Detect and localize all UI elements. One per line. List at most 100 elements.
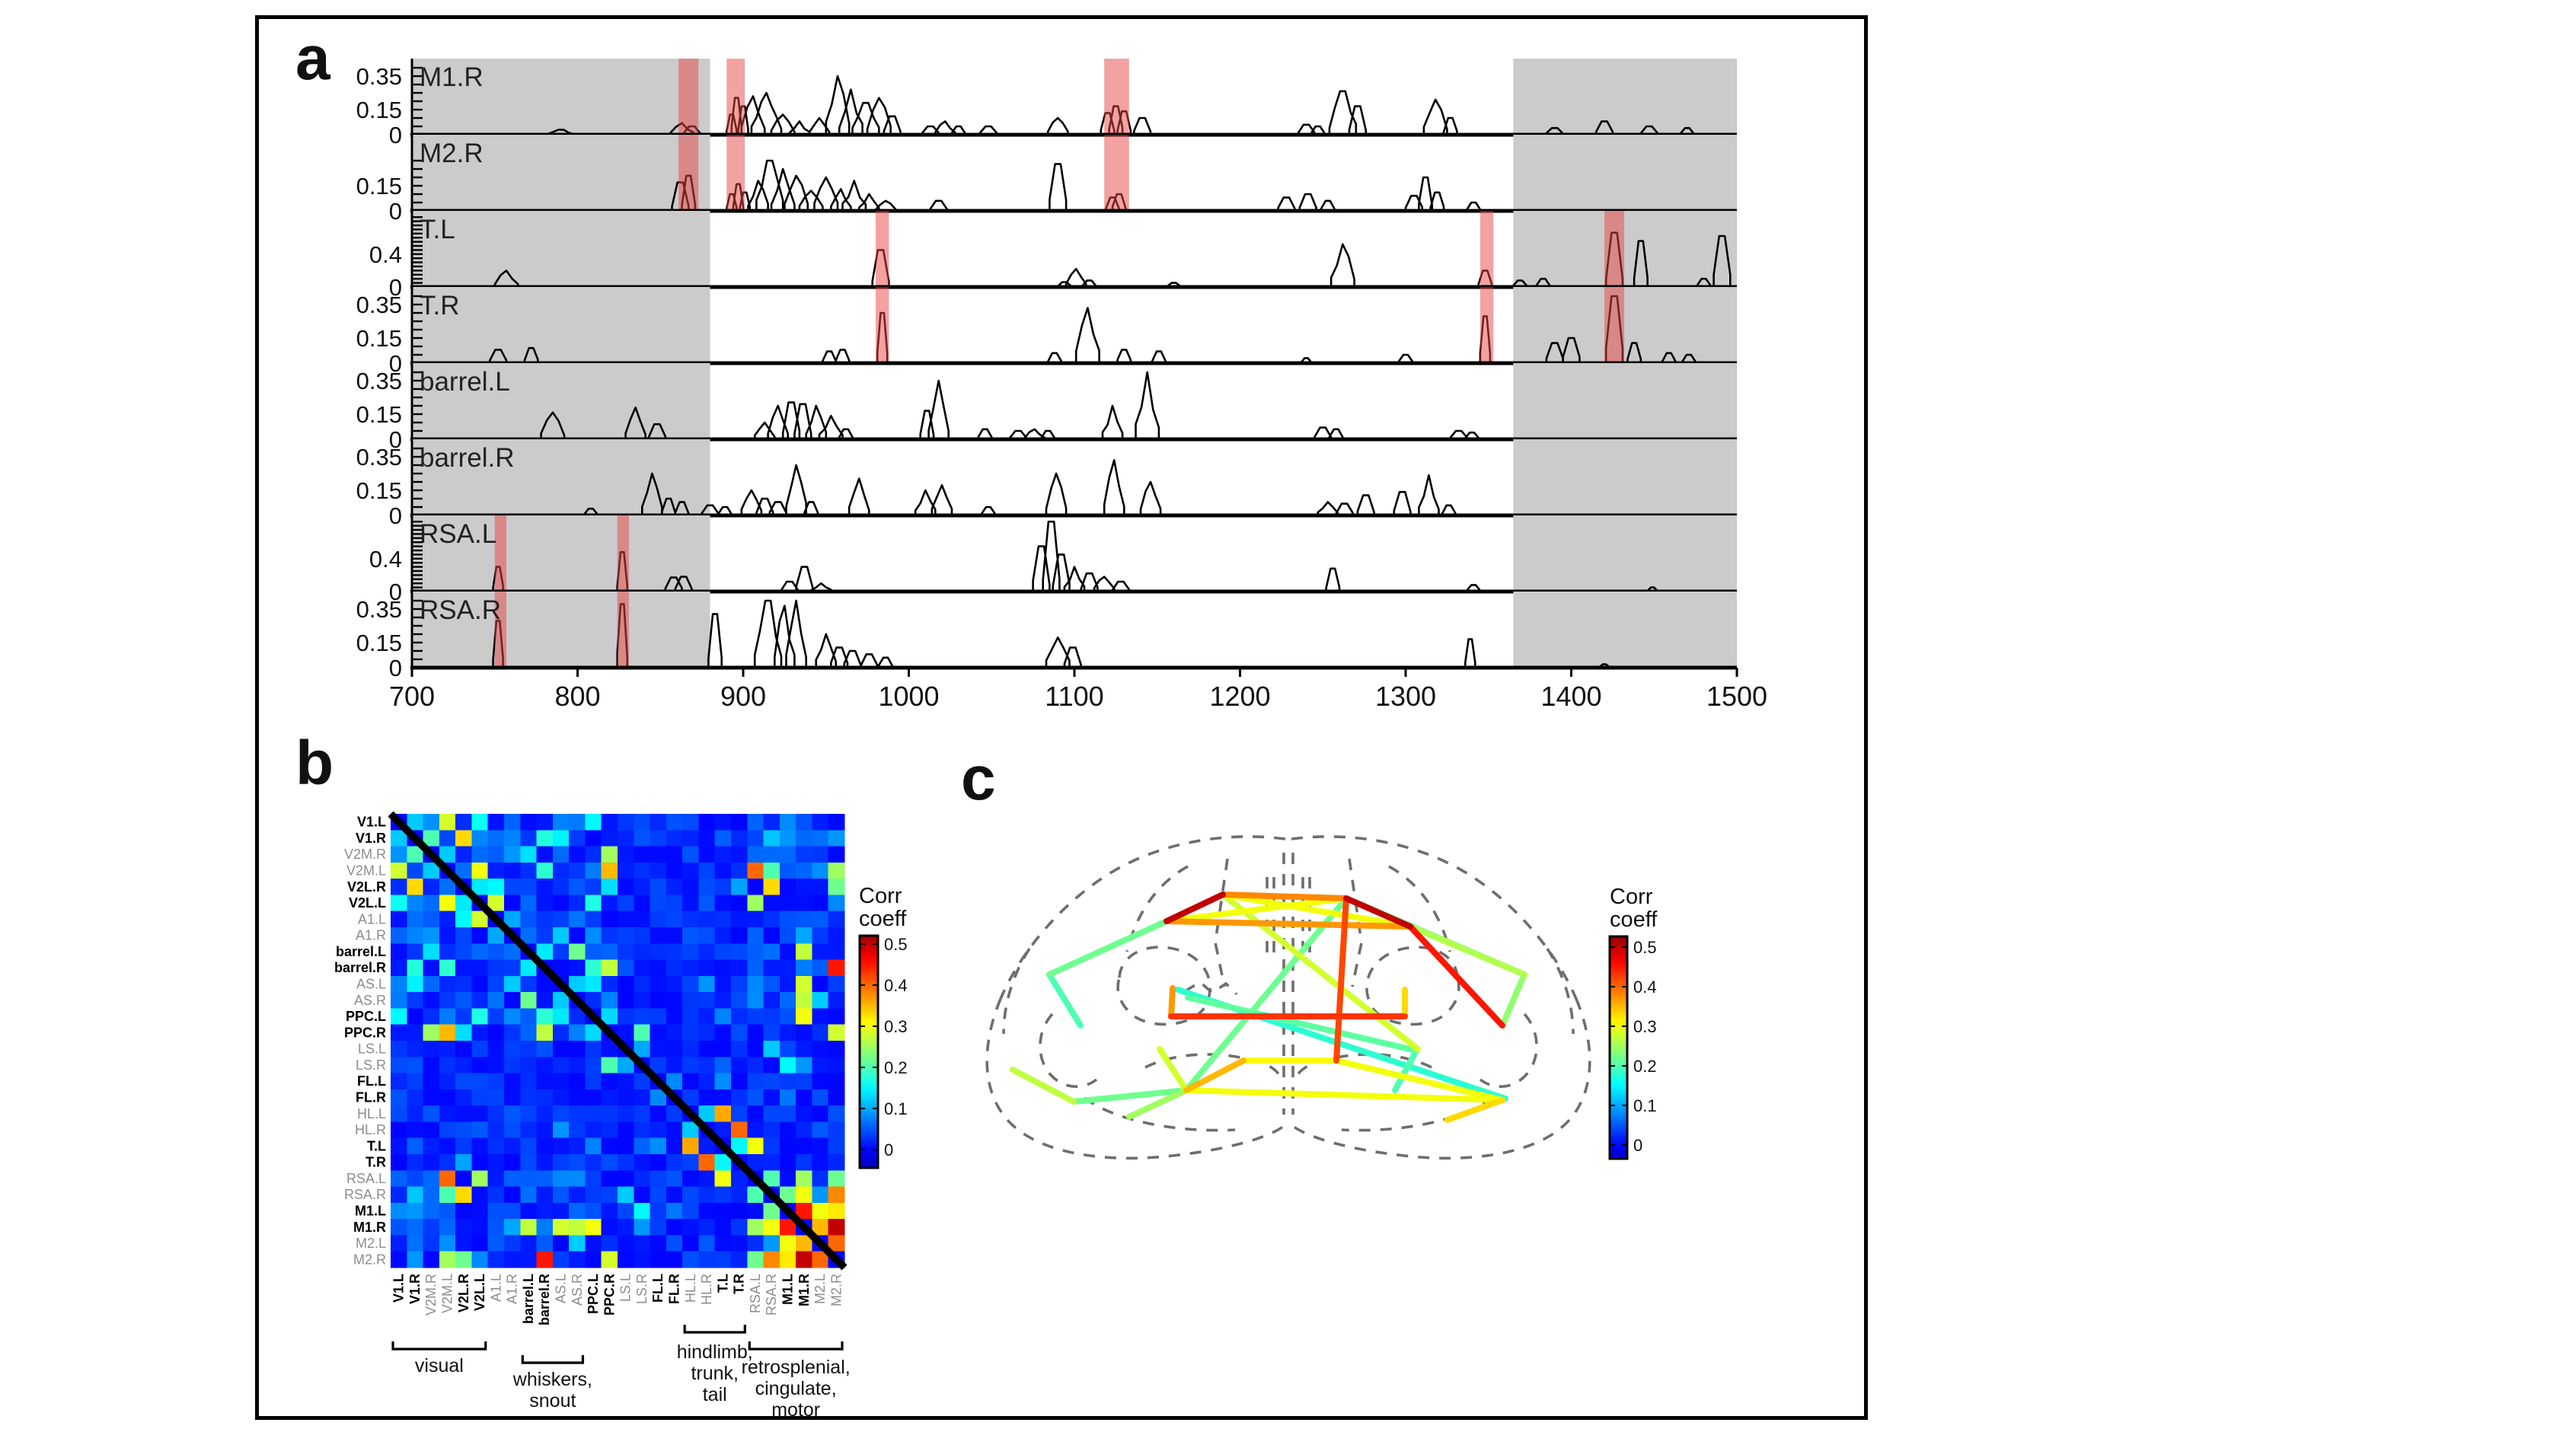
colorbar bbox=[1608, 935, 1629, 1160]
matrix-row-label: RSA.R bbox=[344, 1187, 386, 1202]
event-band bbox=[678, 59, 699, 135]
matrix-diagonal bbox=[388, 811, 847, 1271]
group-label: visual bbox=[415, 1355, 464, 1376]
correlation-edge bbox=[1164, 918, 1413, 930]
group-bracket bbox=[521, 1355, 585, 1364]
area-label: RSA.R bbox=[420, 595, 501, 625]
matrix-row-label: barrel.R bbox=[334, 960, 386, 975]
matrix-col-label: AS.L bbox=[554, 1274, 569, 1303]
event-band bbox=[1104, 135, 1129, 211]
colorbar-c-title-line2: coeff bbox=[1610, 907, 1658, 932]
brain-outline bbox=[1125, 865, 1189, 952]
matrix-row-label: FL.L bbox=[357, 1073, 386, 1089]
colorbar bbox=[858, 934, 879, 1169]
correlation-edge bbox=[1168, 985, 1176, 1019]
gray-epoch bbox=[1513, 59, 1737, 135]
gray-epoch bbox=[412, 211, 710, 287]
event-band bbox=[1480, 211, 1494, 287]
matrix-col-label: M1.R bbox=[796, 1274, 812, 1306]
y-tick-label: 0.4 bbox=[369, 546, 402, 573]
event-band bbox=[678, 135, 699, 211]
trace-row-T.L: 0.4 0 T.L bbox=[369, 211, 1737, 301]
colorbar-tick-label: 0.1 bbox=[1633, 1096, 1657, 1115]
matrix-row-label: V1.L bbox=[357, 815, 386, 830]
trace-row-barrel.L: 0.35 0.150 barrel.L bbox=[356, 363, 1737, 453]
matrix-col-label: M1.L bbox=[780, 1274, 796, 1305]
matrix-col-label: RSA.R bbox=[764, 1274, 779, 1316]
area-label: barrel.R bbox=[420, 443, 514, 473]
group-bracket bbox=[748, 1341, 844, 1351]
y-tick-label: 0 bbox=[389, 426, 402, 453]
x-tick-label: 1100 bbox=[1045, 681, 1103, 712]
y-tick-label: 0.15 bbox=[356, 401, 402, 428]
x-tick-label: 900 bbox=[720, 681, 766, 712]
group-label: trunk, bbox=[691, 1363, 739, 1384]
brain-outline bbox=[1039, 1013, 1098, 1088]
colorbar-tick-label: 0.4 bbox=[884, 976, 908, 995]
colorbar-tick-label: 0 bbox=[884, 1140, 893, 1159]
correlation-edge bbox=[1164, 892, 1226, 924]
matrix-col-label: HL.R bbox=[699, 1274, 714, 1305]
matrix-col-label: LS.L bbox=[618, 1274, 634, 1302]
area-label: barrel.L bbox=[420, 367, 510, 397]
correlation-edge bbox=[1333, 1057, 1505, 1103]
matrix-row-label: V2L.L bbox=[349, 895, 386, 911]
brain-outline bbox=[1293, 1053, 1432, 1083]
panel-a-x-axis: 700 800 900 1000 1100 1200 1300 1400 1500 bbox=[389, 668, 1767, 712]
y-tick-label: 0.15 bbox=[356, 97, 402, 123]
panel-a: 0.350.150M1.R0.150M2.R0.40T.L0.350.150T.… bbox=[356, 59, 1737, 681]
colorbar-tick-label: 0.3 bbox=[884, 1017, 908, 1036]
event-band bbox=[1104, 59, 1129, 135]
event-band bbox=[726, 59, 745, 135]
matrix-row-label: V2L.R bbox=[347, 879, 386, 895]
correlation-edge bbox=[1010, 1067, 1077, 1105]
x-tick-label: 1500 bbox=[1706, 681, 1767, 712]
brain-outline bbox=[1341, 1096, 1494, 1132]
gray-epoch bbox=[412, 59, 710, 135]
matrix-row-label: V2M.L bbox=[346, 863, 386, 879]
matrix-col-label: barrel.R bbox=[537, 1274, 552, 1325]
matrix-row-label: A1.R bbox=[356, 928, 386, 943]
matrix-col-label: V2L.R bbox=[456, 1274, 471, 1313]
matrix-col-label: V1.L bbox=[391, 1274, 407, 1303]
correlation-edge bbox=[1071, 1087, 1189, 1105]
correlation-edge bbox=[1157, 1046, 1189, 1093]
matrix-row-label: M1.R bbox=[353, 1220, 386, 1235]
panel-a-label: a bbox=[295, 24, 330, 93]
y-tick-label: 0 bbox=[389, 122, 402, 148]
brain-outline bbox=[1348, 858, 1363, 987]
matrix-col-label: V1.R bbox=[407, 1274, 423, 1304]
area-label: RSA.L bbox=[420, 519, 496, 549]
matrix-row-label: V2M.R bbox=[344, 847, 386, 862]
matrix-col-label: V2L.L bbox=[472, 1274, 487, 1311]
y-tick-label: 0.35 bbox=[356, 368, 402, 394]
matrix-row-label: V1.R bbox=[356, 831, 386, 846]
colorbar-tick-label: 0.2 bbox=[884, 1058, 908, 1077]
area-label: T.R bbox=[420, 291, 460, 321]
y-tick-label: 0 bbox=[389, 274, 402, 301]
matrix-row-label: HL.L bbox=[357, 1106, 386, 1121]
colorbar-b-title-line1: Corr bbox=[859, 884, 902, 908]
group-label: retrosplenial, bbox=[742, 1357, 851, 1378]
matrix-col-label: V2M.R bbox=[423, 1274, 439, 1316]
y-tick-label: 0.15 bbox=[356, 173, 402, 199]
correlation-edge bbox=[1046, 918, 1170, 978]
matrix-row-label: AS.L bbox=[356, 977, 386, 992]
y-tick-label: 0 bbox=[389, 502, 402, 529]
correlation-edge bbox=[1220, 892, 1349, 901]
matrix-col-label: RSA.L bbox=[748, 1274, 763, 1313]
event-band bbox=[617, 515, 629, 592]
colorbar-tick-label: 0.5 bbox=[1633, 938, 1657, 957]
correlation-edge bbox=[1183, 1087, 1505, 1103]
gray-epoch bbox=[1513, 439, 1737, 515]
y-tick-label: 0.35 bbox=[356, 444, 402, 470]
correlation-edge bbox=[1183, 895, 1349, 1093]
group-label: motor bbox=[771, 1399, 820, 1421]
matrix-col-label: PPC.R bbox=[602, 1274, 617, 1316]
event-band bbox=[617, 592, 629, 668]
correlation-trace bbox=[412, 159, 1737, 212]
brain-outline bbox=[1546, 948, 1575, 1035]
event-band bbox=[726, 135, 745, 211]
colorbar-tick-label: 0.4 bbox=[1633, 978, 1657, 997]
y-tick-label: 0 bbox=[389, 198, 402, 225]
